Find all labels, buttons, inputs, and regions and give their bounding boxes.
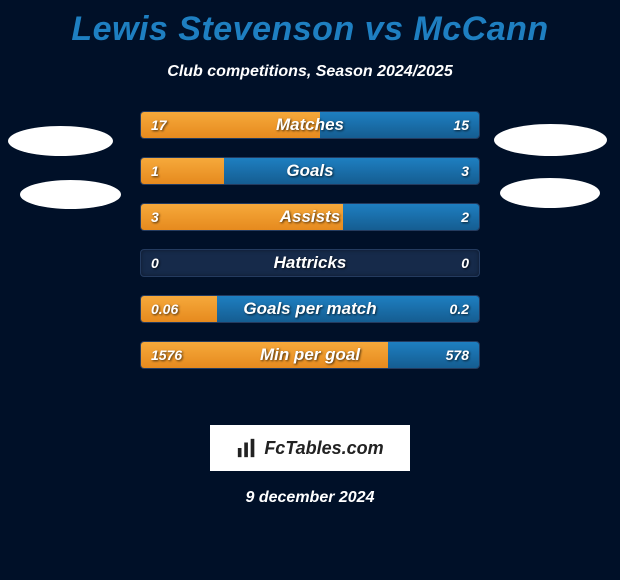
stat-row-goals: 13Goals [140, 157, 480, 185]
stat-row-goals-per-match: 0.060.2Goals per match [140, 295, 480, 323]
page-title: Lewis Stevenson vs McCann [0, 0, 620, 49]
decorative-ellipse-1 [20, 180, 121, 209]
stat-row-matches: 1715Matches [140, 111, 480, 139]
decorative-ellipse-3 [500, 178, 600, 208]
stat-value-left: 0 [151, 250, 159, 276]
stat-fill-left [141, 204, 345, 230]
stat-row-hattricks: 0 0Hattricks [140, 249, 480, 277]
stat-fill-right [224, 158, 479, 184]
stat-fill-right [217, 296, 479, 322]
stat-fill-left [141, 296, 219, 322]
stat-label: Hattricks [141, 250, 479, 276]
bars-host: 1715Matches 13Goals 32Assists 0 0Hattricks 0.… [140, 111, 480, 387]
chart-icon [236, 437, 258, 459]
stat-row-assists: 32Assists [140, 203, 480, 231]
footer-logo-text: FcTables.com [264, 438, 383, 459]
stat-fill-right [343, 204, 479, 230]
footer-date: 9 december 2024 [0, 489, 620, 507]
stat-fill-left [141, 112, 322, 138]
comparison-stage: 1715Matches 13Goals 32Assists 0 0Hattricks 0.… [0, 111, 620, 411]
decorative-ellipse-2 [494, 124, 607, 156]
stat-value-right: 0 [461, 250, 469, 276]
stat-fill-right [320, 112, 479, 138]
stat-row-min-per-goal: 1576578Min per goal [140, 341, 480, 369]
decorative-ellipse-0 [8, 126, 113, 156]
stat-fill-right [388, 342, 479, 368]
page-subtitle: Club competitions, Season 2024/2025 [0, 63, 620, 81]
stat-fill-left [141, 342, 390, 368]
footer-logo: FcTables.com [210, 425, 410, 471]
stat-fill-left [141, 158, 226, 184]
